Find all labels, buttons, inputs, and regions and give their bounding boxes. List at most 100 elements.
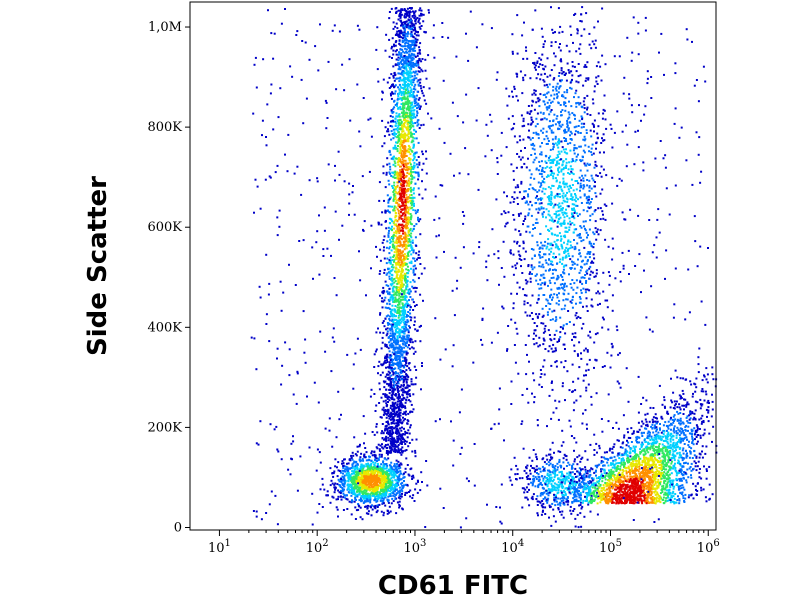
data-point xyxy=(559,195,562,198)
data-point xyxy=(403,123,406,126)
data-point xyxy=(401,96,404,99)
data-point xyxy=(389,510,392,513)
data-point xyxy=(561,222,564,225)
data-point xyxy=(404,9,407,12)
data-point xyxy=(372,483,375,486)
data-point xyxy=(402,34,405,37)
data-point xyxy=(407,229,410,232)
data-point xyxy=(372,485,375,488)
data-point xyxy=(395,257,397,260)
data-point xyxy=(404,449,407,452)
data-point xyxy=(571,112,574,115)
data-point xyxy=(399,340,402,342)
data-point xyxy=(405,457,408,460)
data-point xyxy=(398,417,401,420)
data-point xyxy=(389,298,392,301)
data-point xyxy=(418,97,421,100)
data-point xyxy=(412,143,415,146)
data-point xyxy=(397,311,400,314)
data-point xyxy=(413,320,416,323)
data-point xyxy=(401,339,404,341)
data-point xyxy=(409,489,412,492)
data-point xyxy=(411,206,414,209)
data-point xyxy=(381,90,384,93)
data-point xyxy=(558,253,561,256)
data-point xyxy=(405,380,408,383)
data-point xyxy=(609,123,612,126)
data-point xyxy=(406,285,409,288)
data-point xyxy=(399,288,401,291)
data-point xyxy=(408,334,410,337)
data-point xyxy=(391,370,394,373)
data-point xyxy=(520,265,522,268)
data-point xyxy=(405,342,408,345)
data-point xyxy=(404,45,406,48)
data-point xyxy=(378,477,381,480)
data-point xyxy=(405,67,408,70)
data-point xyxy=(378,360,381,363)
data-point xyxy=(418,46,421,49)
data-point xyxy=(341,486,344,489)
data-point xyxy=(534,68,537,71)
data-point xyxy=(402,366,405,369)
data-point xyxy=(396,27,399,30)
data-point xyxy=(398,65,401,68)
data-point xyxy=(403,133,406,136)
data-point xyxy=(408,339,411,342)
data-point xyxy=(399,489,402,492)
data-point xyxy=(410,204,413,207)
data-point xyxy=(386,322,389,324)
data-point xyxy=(403,433,406,436)
data-point xyxy=(381,486,384,489)
data-point xyxy=(342,466,345,469)
data-point xyxy=(403,8,406,10)
data-point xyxy=(410,27,413,30)
data-point xyxy=(403,119,405,122)
data-point xyxy=(556,115,559,118)
data-point xyxy=(391,330,394,333)
data-point xyxy=(315,469,318,472)
data-point xyxy=(413,115,416,118)
data-point xyxy=(375,486,378,489)
data-point xyxy=(399,29,402,32)
data-point xyxy=(414,83,417,86)
data-point xyxy=(379,313,381,316)
data-point xyxy=(545,261,548,264)
data-point xyxy=(390,346,393,349)
data-point xyxy=(403,346,406,349)
data-point xyxy=(406,12,409,15)
data-point xyxy=(416,90,419,93)
data-point xyxy=(397,300,400,302)
data-point xyxy=(420,14,423,17)
data-point xyxy=(390,277,393,280)
data-point xyxy=(402,419,405,422)
data-point xyxy=(399,97,402,100)
data-point xyxy=(360,467,363,470)
data-point xyxy=(414,260,417,262)
data-point xyxy=(409,163,412,166)
data-point xyxy=(394,125,397,127)
data-point xyxy=(367,483,370,485)
data-point xyxy=(397,341,400,343)
data-point xyxy=(550,339,553,342)
data-point xyxy=(553,333,556,336)
data-point xyxy=(407,84,410,87)
data-point xyxy=(401,22,404,24)
data-point xyxy=(408,182,411,185)
data-point xyxy=(379,499,382,502)
data-point xyxy=(512,307,515,310)
data-point xyxy=(401,326,404,329)
data-point xyxy=(401,295,403,298)
data-point xyxy=(376,255,378,258)
data-point xyxy=(396,470,399,473)
data-point xyxy=(389,407,392,410)
data-point xyxy=(421,58,424,60)
data-point xyxy=(355,499,357,501)
data-point xyxy=(406,112,409,115)
data-point xyxy=(387,205,390,208)
data-point xyxy=(408,159,411,162)
data-point xyxy=(394,248,397,251)
data-point xyxy=(570,70,573,73)
data-point xyxy=(357,508,360,511)
data-point xyxy=(345,468,348,471)
